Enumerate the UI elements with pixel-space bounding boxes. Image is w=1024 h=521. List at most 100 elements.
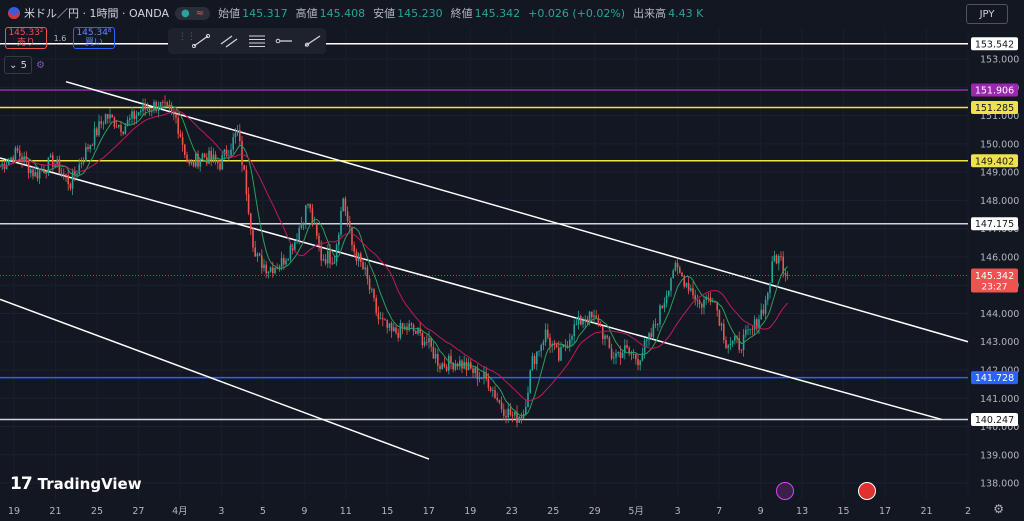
trend-line — [0, 298, 430, 460]
candle-body — [298, 228, 300, 240]
brand-name: TradingView — [37, 475, 142, 493]
candle-body — [272, 267, 274, 274]
sell-button[interactable]: 145.33² 売り — [5, 27, 47, 49]
us-flag-event-icon[interactable] — [858, 482, 876, 500]
drawing-toolbar: ⋮⋮ — [168, 28, 326, 54]
candle-body — [353, 245, 355, 252]
candle-body — [373, 289, 375, 299]
fib-retracement-tool-icon[interactable] — [247, 33, 267, 49]
candle-body — [137, 112, 140, 116]
candle-body — [25, 156, 28, 162]
candle-body — [520, 416, 523, 419]
candle-body — [285, 260, 287, 265]
candle-body — [34, 172, 36, 177]
market-status[interactable]: ● ≈ — [175, 6, 211, 20]
candle-body — [465, 362, 468, 371]
event-lightning-icon[interactable] — [776, 482, 794, 500]
candle-body — [637, 359, 639, 366]
symbol-title[interactable]: 米ドル／円 · 1時間 · OANDA — [24, 7, 169, 20]
candle-body — [12, 157, 14, 163]
trend-line-tool-icon[interactable] — [191, 33, 211, 49]
drag-handle-icon[interactable]: ⋮⋮ — [177, 32, 196, 42]
candle-body — [731, 340, 734, 344]
candle-body — [635, 354, 637, 360]
candle-body — [771, 261, 773, 283]
price-tick-label: 153.000 — [980, 55, 1019, 66]
candle-body — [221, 155, 223, 170]
time-tick-label: 13 — [796, 506, 808, 517]
candle-body — [197, 153, 199, 167]
buy-button[interactable]: 145.34⁸ 買い — [73, 27, 115, 49]
indicator-settings-icon[interactable]: ⚙ — [36, 59, 45, 71]
candle-body — [558, 347, 560, 361]
candle-body — [214, 154, 217, 161]
currency-selector[interactable]: JPY — [966, 4, 1008, 24]
candle-body — [412, 324, 415, 332]
candle-body — [573, 324, 575, 337]
candle-body — [195, 153, 197, 167]
candle-body — [531, 356, 534, 371]
candle-body — [60, 173, 63, 175]
candle-body — [437, 354, 439, 366]
price-tick-label: 141.000 — [980, 394, 1019, 405]
candle-body — [393, 327, 395, 332]
candle-body — [131, 111, 133, 119]
level-label-tag — [971, 371, 1018, 385]
candle-body — [445, 366, 448, 371]
parallel-channel-tool-icon[interactable] — [219, 33, 239, 49]
candle-body — [734, 336, 736, 341]
candle-body — [624, 345, 626, 353]
time-tick-label: 5 — [260, 506, 266, 517]
candle-body — [404, 326, 406, 329]
candle-body — [109, 114, 111, 119]
time-tick-label: 19 — [464, 506, 476, 517]
time-tick-label: 23 — [506, 506, 518, 517]
candle-body — [190, 160, 193, 164]
candle-body — [668, 290, 670, 296]
candle-body — [58, 159, 61, 175]
candle-body — [85, 147, 87, 162]
candle-body — [410, 323, 413, 325]
candle-body — [324, 259, 327, 264]
chart-settings-icon[interactable]: ⚙ — [993, 502, 1004, 516]
time-tick-label: 17 — [423, 506, 435, 517]
candle-body — [377, 312, 380, 320]
candle-body — [252, 229, 254, 248]
time-tick-label: 29 — [589, 506, 601, 517]
price-tick-label: 143.000 — [980, 337, 1019, 348]
candle-body — [71, 171, 74, 189]
indicator-collapse-button[interactable]: ⌄ 5 — [4, 56, 32, 74]
candle-body — [80, 163, 83, 165]
candle-body — [360, 253, 362, 262]
candle-body — [494, 390, 496, 398]
candle-body — [208, 150, 210, 164]
candle-body — [386, 319, 388, 328]
candle-body — [364, 267, 366, 270]
volume-value: 4.43 K — [668, 6, 704, 20]
candle-body — [118, 124, 120, 127]
candle-body — [166, 102, 168, 105]
candle-body — [498, 399, 501, 403]
ray-tool-icon[interactable] — [302, 33, 322, 49]
tradingview-logo: 17 TradingView — [10, 474, 142, 494]
candle-body — [126, 119, 129, 127]
candle-body — [305, 205, 307, 224]
candle-body — [289, 245, 292, 260]
candle-body — [500, 402, 503, 410]
trade-panel: 145.33² 売り 1.6 145.34⁸ 買い — [5, 27, 115, 49]
candle-body — [415, 331, 417, 334]
candle-body — [723, 323, 725, 340]
candle-body — [140, 110, 142, 113]
horizontal-ray-tool-icon[interactable] — [274, 33, 294, 49]
candle-body — [65, 174, 67, 176]
time-tick-label: 25 — [547, 506, 559, 517]
candle-body — [267, 271, 270, 274]
candle-body — [690, 288, 692, 291]
candle-body — [683, 276, 685, 287]
close-value: 145.342 — [474, 6, 521, 20]
candle-body — [362, 261, 364, 270]
candle-body — [87, 147, 89, 150]
candle-body — [784, 272, 787, 276]
level-label: 153.542 — [975, 39, 1014, 50]
